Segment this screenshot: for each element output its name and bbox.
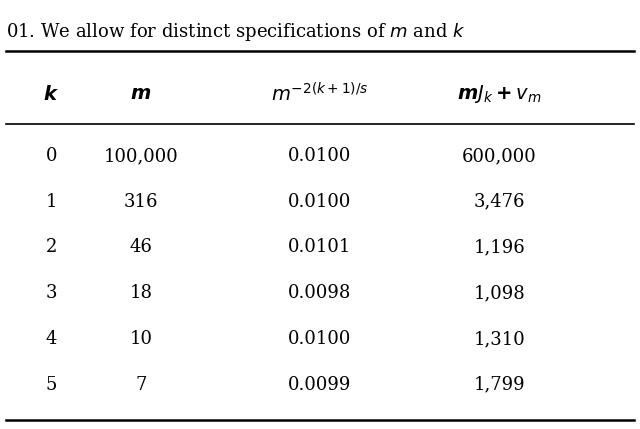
Text: $\boldsymbol{m}$: $\boldsymbol{m}$	[130, 85, 152, 103]
Text: $\boldsymbol{m^{-2(k+1)/s}}$: $\boldsymbol{m^{-2(k+1)/s}}$	[271, 83, 369, 106]
Text: 1,196: 1,196	[474, 239, 525, 257]
Text: 1,310: 1,310	[474, 330, 525, 348]
Text: 600,000: 600,000	[462, 147, 536, 165]
Text: 0.0100: 0.0100	[288, 330, 352, 348]
Text: 1,098: 1,098	[474, 284, 525, 302]
Text: 4: 4	[45, 330, 57, 348]
Text: 5: 5	[45, 376, 57, 394]
Text: 0: 0	[45, 147, 57, 165]
Text: 3,476: 3,476	[474, 193, 525, 211]
Text: 01. We allow for distinct specifications of $m$ and $k$: 01. We allow for distinct specifications…	[6, 21, 466, 43]
Text: 2: 2	[45, 239, 57, 257]
Text: 0.0101: 0.0101	[288, 239, 352, 257]
Text: 316: 316	[124, 193, 158, 211]
Text: 7: 7	[135, 376, 147, 394]
Text: 1,799: 1,799	[474, 376, 525, 394]
Text: 3: 3	[45, 284, 57, 302]
Text: 10: 10	[129, 330, 152, 348]
Text: 0.0099: 0.0099	[288, 376, 352, 394]
Text: 100,000: 100,000	[104, 147, 178, 165]
Text: $\boldsymbol{mJ_k + v_m}$: $\boldsymbol{mJ_k + v_m}$	[457, 83, 541, 106]
Text: 0.0100: 0.0100	[288, 147, 352, 165]
Text: 46: 46	[129, 239, 152, 257]
Text: 18: 18	[129, 284, 152, 302]
Text: 0.0100: 0.0100	[288, 193, 352, 211]
Text: 1: 1	[45, 193, 57, 211]
Text: 0.0098: 0.0098	[288, 284, 352, 302]
Text: $\boldsymbol{k}$: $\boldsymbol{k}$	[44, 85, 59, 104]
